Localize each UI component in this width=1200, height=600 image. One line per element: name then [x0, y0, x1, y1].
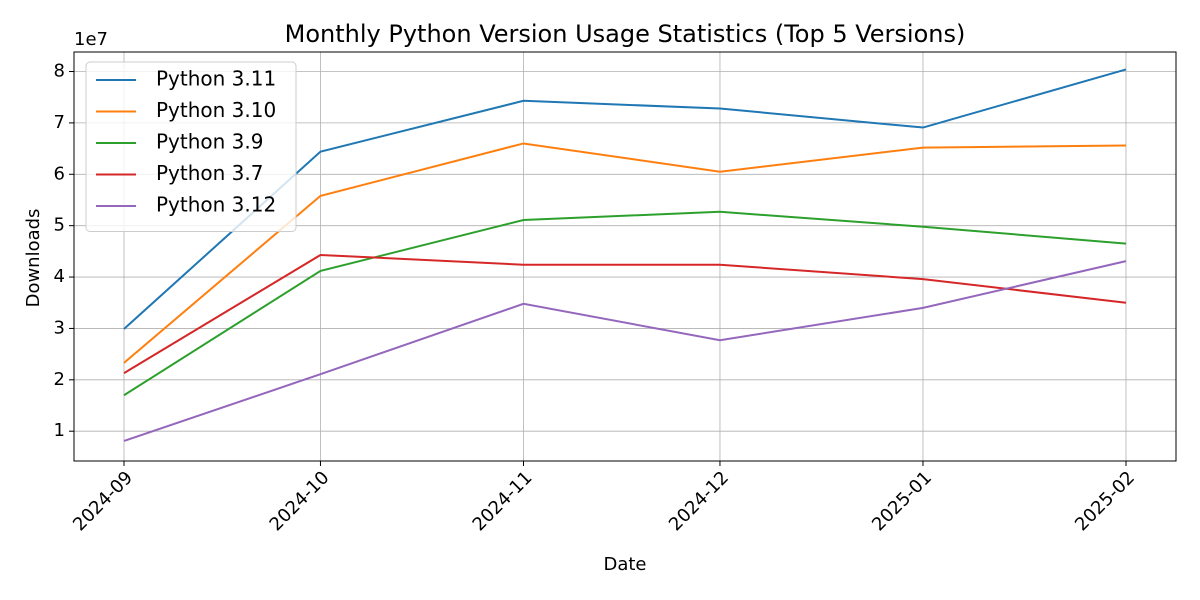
x-tick-label: 2024-10 — [266, 467, 334, 535]
plot-frame — [73, 51, 1177, 462]
y-tick-label: 2 — [54, 369, 65, 390]
legend-label: Python 3.7 — [156, 161, 264, 185]
series-line — [123, 253, 1127, 374]
y-tick-label: 3 — [54, 317, 65, 338]
x-tick-label: 2024-11 — [469, 467, 537, 535]
legend-label: Python 3.10 — [156, 98, 276, 122]
y-tick-label: 6 — [54, 163, 65, 184]
legend-label: Python 3.12 — [156, 193, 276, 217]
y-offset-label: 1e7 — [74, 29, 108, 50]
legend-label: Python 3.11 — [156, 67, 276, 91]
x-axis-label: Date — [603, 554, 646, 575]
chart-title: Monthly Python Version Usage Statistics … — [285, 20, 966, 48]
y-tick-label: 5 — [54, 215, 65, 236]
x-tick-label: 2024-09 — [69, 467, 137, 535]
y-tick-label: 8 — [54, 61, 65, 82]
x-tick-label: 2025-01 — [868, 467, 936, 535]
y-tick-label: 7 — [54, 112, 65, 133]
legend-label: Python 3.9 — [156, 130, 264, 154]
legend-box — [85, 61, 297, 232]
series-line — [123, 210, 1127, 397]
y-tick-label: 1 — [54, 420, 65, 441]
x-tick-label: 2025-02 — [1071, 467, 1139, 535]
x-tick-label: 2024-12 — [665, 467, 733, 535]
legend: Python 3.11 Python 3.10 Python 3.9 Python 3… — [85, 61, 297, 232]
series-line — [123, 260, 1127, 442]
y-axis-label: Downloads — [23, 209, 44, 308]
y-tick-label: 4 — [54, 266, 65, 287]
